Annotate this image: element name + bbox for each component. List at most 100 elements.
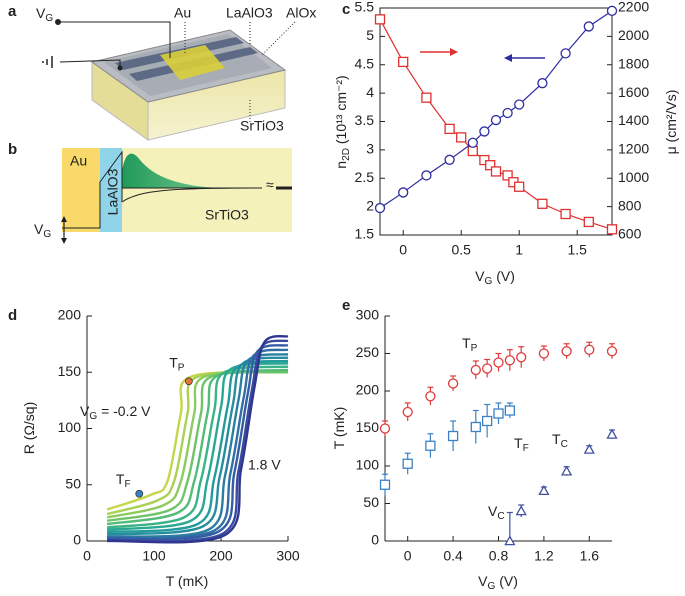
text-part: F <box>124 478 130 489</box>
y-tick-label: 0 <box>73 532 81 548</box>
series-line <box>106 365 289 529</box>
electron-density <box>122 153 220 188</box>
marker <box>504 535 516 546</box>
x-tick-label: 0 <box>83 548 91 564</box>
marker <box>456 132 467 143</box>
marker <box>515 505 527 516</box>
marker <box>504 405 516 416</box>
point-label: TF <box>116 470 131 489</box>
text-part: G <box>487 581 495 592</box>
y-tick-label: 50 <box>65 475 81 491</box>
y-tick-label: 250 <box>356 344 380 360</box>
y-tick-label: 3.5 <box>355 112 375 128</box>
text-part: F <box>523 443 529 454</box>
text-part: (mK) <box>331 407 347 441</box>
x-tick-label: 1 <box>515 242 523 258</box>
marker <box>606 224 618 235</box>
y-tick-label: 150 <box>356 419 380 435</box>
marker <box>447 430 459 442</box>
series-line <box>106 370 289 511</box>
marker <box>374 202 386 214</box>
x-tick-label: 0 <box>404 548 412 564</box>
text-part: V <box>34 221 44 237</box>
marker <box>490 114 502 126</box>
text-part: T <box>116 470 125 486</box>
y2-tick-label: 2000 <box>618 27 649 43</box>
point-marker <box>184 377 193 386</box>
y-tick-label: 1.5 <box>355 226 375 242</box>
marker <box>583 21 594 32</box>
label: LaAlO3 <box>226 5 273 21</box>
series-line <box>107 335 289 544</box>
text-part: G <box>45 13 53 24</box>
text-part: G <box>484 276 492 287</box>
series-line <box>106 359 289 534</box>
arrow-head <box>61 216 67 222</box>
text-part: G <box>89 411 97 422</box>
marker <box>470 364 481 376</box>
x-axis-label: T (mK) <box>166 573 209 589</box>
marker <box>374 14 386 25</box>
series-line <box>107 356 289 536</box>
point-label: TP <box>169 354 185 373</box>
y-tick-label: 2.5 <box>355 169 375 185</box>
panel-label: c <box>342 1 350 18</box>
arrow-head <box>450 48 458 56</box>
marker <box>402 406 413 418</box>
text-part: R <box>21 444 37 454</box>
marker <box>502 170 513 181</box>
terminal <box>117 65 123 71</box>
marker <box>398 56 409 68</box>
marker <box>606 5 618 16</box>
x-tick-label: 1.6 <box>580 548 600 564</box>
x-tick-label: 0 <box>399 242 407 258</box>
marker <box>490 166 502 177</box>
y2-tick-label: 1800 <box>618 55 649 71</box>
marker <box>485 160 496 171</box>
text-part: C <box>497 511 504 522</box>
text-part: V <box>478 573 488 589</box>
label: AlOx <box>286 5 316 21</box>
marker <box>447 378 459 389</box>
x-tick-label: 0.8 <box>489 548 509 564</box>
marker <box>481 415 493 427</box>
series-label: TF <box>514 435 529 454</box>
marker <box>421 170 432 181</box>
marker <box>493 408 504 419</box>
series-line <box>106 362 289 531</box>
marker <box>444 154 455 165</box>
text-part: V <box>475 268 485 284</box>
marker <box>379 479 391 490</box>
schematic-a <box>42 19 296 141</box>
panel-label: e <box>342 297 350 314</box>
text-part: (10¹³ cm⁻²) <box>333 75 349 148</box>
marker <box>583 443 595 454</box>
label: VG <box>36 5 53 24</box>
marker <box>502 107 513 119</box>
y-axis-label: R (Ω/sq) <box>21 402 37 454</box>
marker <box>584 344 595 355</box>
y2-tick-label: 1000 <box>618 169 649 185</box>
label: Au <box>70 153 87 169</box>
marker <box>425 440 436 451</box>
y2-tick-label: 1600 <box>618 84 649 100</box>
marker <box>479 126 490 137</box>
axis-break: ≈ <box>266 177 274 193</box>
schematic-b: ≈ <box>61 148 292 244</box>
marker <box>481 363 493 374</box>
marker <box>467 137 478 148</box>
y2-tick-label: 2200 <box>618 0 649 15</box>
annotation: VC <box>488 503 505 522</box>
series-line <box>107 344 289 541</box>
label: VG <box>34 221 51 240</box>
au-region <box>62 148 100 232</box>
text-part: P <box>178 362 185 373</box>
marker <box>606 346 618 357</box>
wire <box>59 59 121 68</box>
marker <box>379 423 391 434</box>
y-tick-label: 150 <box>58 363 82 379</box>
y2-tick-label: 1400 <box>618 112 649 128</box>
text-part: T <box>552 431 561 447</box>
text-part: (V) <box>495 573 518 589</box>
